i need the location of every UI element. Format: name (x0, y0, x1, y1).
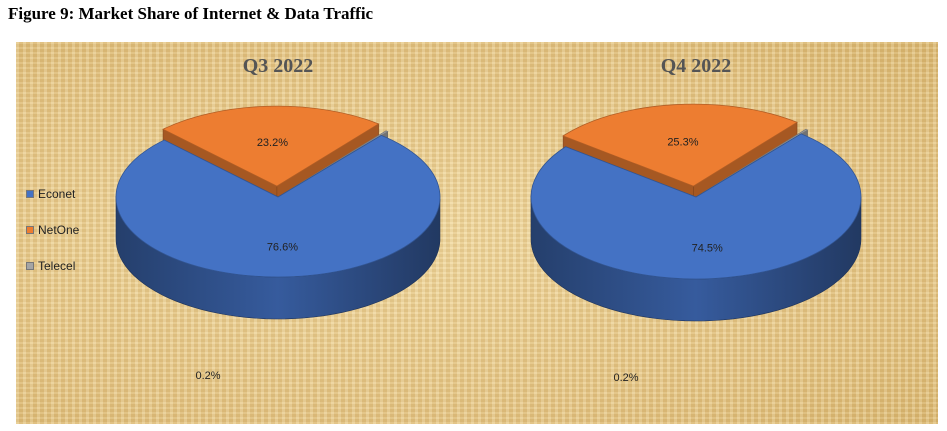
pie-chart-q3-2022: Q3 2022 76.6% 23.2% 0.2% (115, 55, 441, 382)
chart-panel: Q3 2022 76.6% 23.2% 0.2% Q4 2022 74.5% 25.3% 0.… (16, 42, 938, 424)
data-label-econet: 74.5% (692, 243, 723, 255)
figure-title: Figure 9: Market Share of Internet & Dat… (8, 4, 374, 23)
slice-top-netone (562, 103, 798, 187)
pie-charts: Q3 2022 76.6% 23.2% 0.2% Q4 2022 74.5% 25.3% 0.… (115, 55, 862, 384)
data-label-netone: 23.2% (257, 137, 288, 149)
slice-top-econet (530, 133, 862, 280)
data-label-econet: 76.6% (267, 242, 298, 254)
legend-item-netone: NetOne (26, 212, 79, 248)
pie-slice-econet (530, 133, 862, 322)
legend-swatch-netone (26, 226, 34, 234)
pie-chart-q4-2022: Q4 2022 74.5% 25.3% 0.2% (530, 55, 862, 384)
legend-swatch-econet (26, 190, 34, 198)
legend-item-telecel: Telecel (26, 248, 79, 284)
slice-top-netone (162, 105, 380, 187)
data-label-telecel: 0.2% (613, 372, 638, 384)
legend-label-netone: NetOne (38, 223, 80, 237)
legend-swatch-telecel (26, 262, 34, 270)
legend: Econet NetOne Telecel (26, 176, 79, 284)
legend-label-telecel: Telecel (38, 259, 76, 273)
data-label-netone: 25.3% (667, 136, 698, 148)
pie-slice-econet (115, 134, 441, 320)
legend-item-econet: Econet (26, 176, 79, 212)
chart-title: Q3 2022 (243, 55, 314, 77)
slice-top-econet (115, 134, 441, 278)
legend-label-econet: Econet (38, 187, 76, 201)
data-label-telecel: 0.2% (195, 370, 220, 382)
chart-title: Q4 2022 (661, 55, 732, 77)
